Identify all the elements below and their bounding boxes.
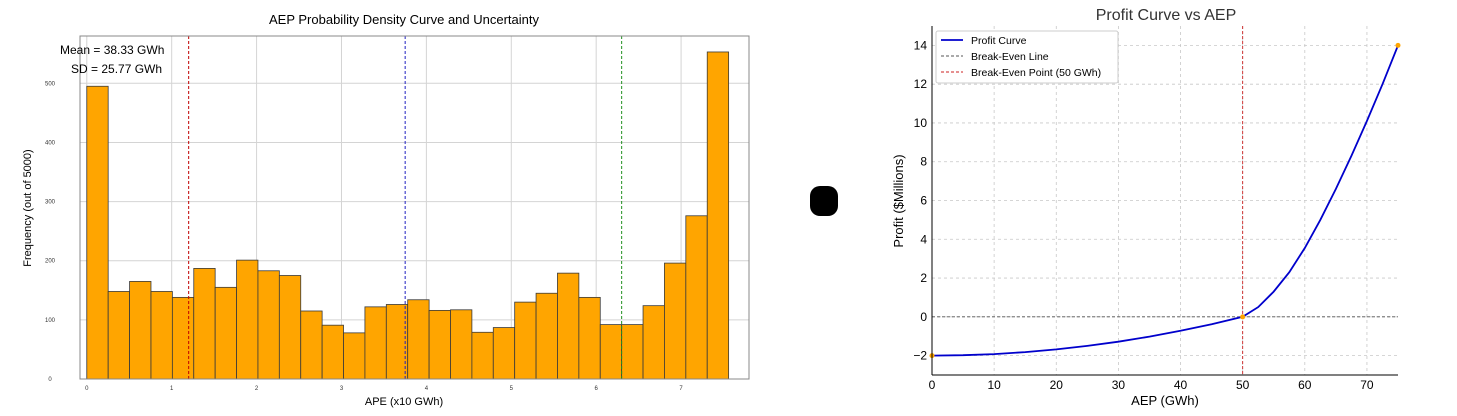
x-tick-label: 1: [170, 386, 174, 392]
x-tick-label: 60: [1298, 378, 1312, 392]
y-tick-label: 4: [920, 232, 927, 246]
y-tick-label: 300: [45, 200, 56, 206]
y-axis-label: Profit ($Millions): [891, 154, 906, 247]
x-tick-label: 0: [85, 386, 89, 392]
y-tick-label: 12: [914, 77, 928, 91]
y-tick-label: 0: [920, 310, 927, 324]
legend-label-profit: Profit Curve: [971, 35, 1027, 47]
x-tick-label: 7: [679, 386, 683, 392]
y-tick-label: 6: [920, 194, 927, 208]
y-tick-label: 2: [920, 271, 927, 285]
x-tick-labels: 0 10 20 30 40 50 60 70: [929, 378, 1374, 392]
legend: Profit Curve Break-Even Line Break-Even …: [935, 30, 1119, 84]
y-tick-label: 8: [920, 155, 927, 169]
point-marker: [1240, 314, 1246, 320]
y-tick-label: 0: [48, 377, 52, 383]
y-tick-label: 14: [914, 38, 928, 52]
chart-title: Profit Curve vs AEP: [1096, 7, 1237, 24]
x-axis-label: AEP (GWh): [1131, 393, 1199, 408]
mean-annotation: Mean = 38.33 GWh: [60, 43, 164, 57]
x-tick-label: 6: [595, 386, 599, 392]
y-tick-labels: −2 0 2 4 6 8 10 12 14: [913, 38, 927, 362]
sd-annotation: SD = 25.77 GWh: [71, 62, 162, 76]
y-tick-label: −2: [913, 349, 927, 363]
x-tick-label: 20: [1050, 378, 1064, 392]
x-tick-label: 3: [340, 386, 344, 392]
histogram-bars: [86, 51, 730, 380]
x-tick-label: 0: [929, 378, 936, 392]
chart-title: AEP Probability Density Curve and Uncert…: [269, 12, 539, 27]
y-tick-label: 200: [45, 259, 56, 265]
reference-lines: [188, 36, 623, 379]
x-tick-label: 70: [1360, 378, 1374, 392]
point-marker: [1395, 42, 1401, 48]
y-tick-label: 10: [914, 116, 928, 130]
x-tick-label: 50: [1236, 378, 1250, 392]
x-tick-label: 40: [1174, 378, 1188, 392]
y-tick-label: 100: [45, 318, 56, 324]
x-tick-label: 10: [987, 378, 1001, 392]
bullet-dot: [810, 186, 838, 216]
x-tick-label: 4: [425, 386, 429, 392]
aep-histogram-chart: AEP Probability Density Curve and Uncert…: [22, 12, 750, 408]
y-tick-label: 500: [45, 81, 56, 87]
series: [929, 26, 1401, 375]
x-axis-label: APE (x10 GWh): [365, 396, 443, 408]
y-tick-label: 400: [45, 140, 56, 146]
legend-label-breakeven-point: Break-Even Point (50 GWh): [971, 67, 1101, 79]
x-tick-label: 5: [510, 386, 514, 392]
y-tick-labels: 0 100 200 300 400 500: [45, 81, 56, 383]
x-tick-label: 30: [1112, 378, 1126, 392]
x-tick-label: 2: [255, 386, 259, 392]
legend-box: [935, 30, 1119, 84]
plot-frame: [79, 35, 750, 380]
legend-label-breakeven-line: Break-Even Line: [971, 51, 1049, 63]
x-tick-labels: 0 1 2 3 4 5 6 7: [85, 386, 683, 392]
y-axis-label: Frequency (out of 5000): [22, 149, 34, 266]
